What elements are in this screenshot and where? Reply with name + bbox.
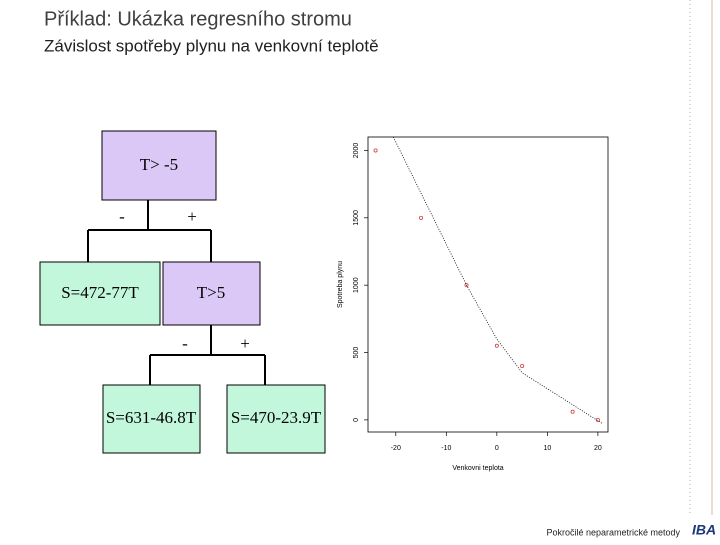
- point: [570, 409, 575, 414]
- y-axis-label: Spotreba plynu: [337, 261, 344, 308]
- y-tick-label: 2000: [353, 143, 360, 159]
- node-box: [39, 261, 161, 326]
- x-tick-label: -10: [441, 445, 451, 452]
- y-tick-label: 500: [353, 347, 360, 359]
- x-axis-label: Venkovni teplota: [452, 465, 503, 472]
- fit-line: [392, 136, 604, 425]
- point: [520, 363, 525, 368]
- logo: IBA: [692, 522, 716, 538]
- slide-title: Příklad: Ukázka regresního stromu: [44, 8, 352, 30]
- node-box: [102, 384, 201, 454]
- node-label: T> -5: [140, 155, 178, 174]
- edge-label: +: [187, 207, 197, 226]
- point: [464, 283, 469, 288]
- y-tick-label: 0: [353, 418, 360, 422]
- footer: Pokročilé neparametrické metody: [546, 527, 680, 537]
- slide-subtitle: Závislost spotřeby plynu na venkovní tep…: [44, 36, 379, 55]
- edge-label: -: [119, 207, 125, 226]
- node-label: T>5: [197, 283, 225, 302]
- plot-frame: [367, 136, 609, 433]
- point: [419, 215, 424, 220]
- node-label: S=470-23.9T: [231, 408, 322, 427]
- x-tick-label: -20: [391, 445, 401, 452]
- tree-edges: [87, 200, 266, 385]
- node-box: [226, 384, 326, 454]
- tree: [87, 200, 266, 385]
- node-box: [101, 130, 217, 201]
- plot: -20 -10 0 10 20 0 500 1000 1500 2000 Venkovni tepl…: [337, 136, 609, 472]
- node-box: [162, 261, 261, 326]
- y-tick-label: 1500: [353, 210, 360, 226]
- x-tick-label: 10: [543, 445, 551, 452]
- y-tick-label: 1000: [353, 277, 360, 293]
- x-tick-label: 0: [495, 445, 499, 452]
- edge-label: -: [182, 334, 188, 353]
- x-tick-label: 20: [594, 445, 602, 452]
- edge-label: +: [240, 334, 250, 353]
- node-label: S=472-77T: [61, 283, 139, 302]
- point: [373, 148, 378, 153]
- logo-bg: [690, 521, 718, 539]
- tree-nodes: T> -5 S=472-77T T>5 S=631-46.8T S=470-23…: [39, 130, 326, 454]
- point: [595, 417, 600, 422]
- node-label: S=631-46.8T: [106, 408, 197, 427]
- point: [494, 343, 499, 348]
